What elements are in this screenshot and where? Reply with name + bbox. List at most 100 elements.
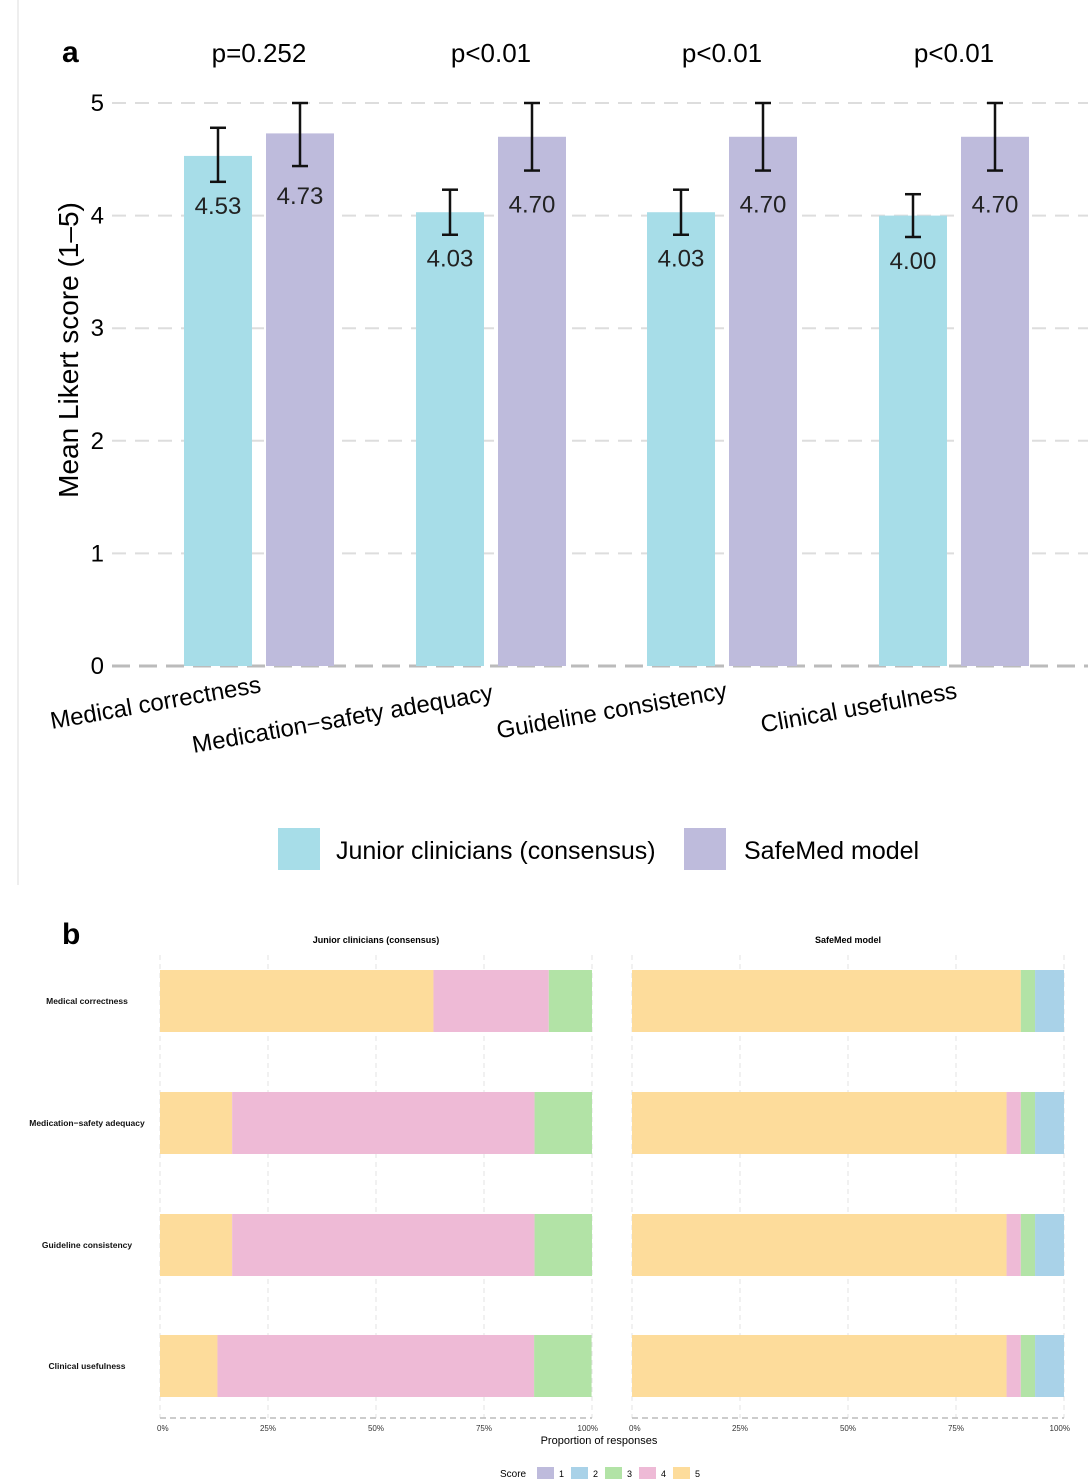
b-bar-seg-1-2-score3 xyxy=(1020,1214,1036,1276)
error-bar-safemed-1 xyxy=(524,101,540,172)
p-value-1: p<0.01 xyxy=(451,38,531,68)
b-x-tick-1-4: 100% xyxy=(1050,1424,1070,1433)
b-x-tick-0-1: 25% xyxy=(260,1424,276,1433)
b-category-labels: Medical correctness Medication−safety ade… xyxy=(29,996,145,1371)
error-bar-safemed-2 xyxy=(755,101,771,172)
x-tick-2: Guideline consistency xyxy=(494,677,729,744)
legend-swatch-junior xyxy=(278,828,320,870)
bar-safemed-2 xyxy=(729,136,797,666)
bar-junior-0 xyxy=(184,155,252,666)
y-tick-0: 0 xyxy=(91,653,104,680)
error-bar-junior-0 xyxy=(210,126,226,184)
b-legend-swatch-3 xyxy=(605,1467,622,1479)
error-bar-safemed-0 xyxy=(292,101,308,168)
b-x-tick-1-2: 50% xyxy=(840,1424,856,1433)
p-value-2: p<0.01 xyxy=(682,38,762,68)
legend-label-safemed: SafeMed model xyxy=(744,837,919,865)
legend-swatch-safemed xyxy=(684,828,726,870)
error-bar-safemed-3 xyxy=(987,101,1003,172)
b-bar-seg-0-3-score4 xyxy=(217,1335,535,1397)
b-legend-label-1: 1 xyxy=(559,1469,564,1479)
bar-junior-3 xyxy=(879,215,947,666)
b-x-tick-0-4: 100% xyxy=(578,1424,598,1433)
b-bar-seg-1-3-score4 xyxy=(1006,1335,1021,1397)
b-bar-seg-0-2-score3 xyxy=(534,1214,592,1276)
data-label-safemed-2: 4.70 xyxy=(740,192,787,219)
b-x-tick-1-0: 0% xyxy=(629,1424,641,1433)
b-legend-label-2: 2 xyxy=(593,1469,598,1479)
b-bar-seg-0-3-score3 xyxy=(534,1335,592,1397)
b-gridlines xyxy=(159,955,1065,1419)
b-bar-seg-0-3-score5 xyxy=(160,1335,218,1397)
b-x-tick-1-1: 25% xyxy=(732,1424,748,1433)
b-bar-seg-0-1-score4 xyxy=(232,1092,535,1154)
b-x-tick-1-3: 75% xyxy=(948,1424,964,1433)
b-bar-seg-1-3-score5 xyxy=(632,1335,1007,1397)
panel-a: a Mean Likert score (1–5) 0 1 2 3 4 5 4.53 4.0… xyxy=(17,0,1088,885)
data-label-safemed-1: 4.70 xyxy=(509,192,556,219)
panel-b-label: b xyxy=(62,918,80,951)
b-bar-seg-1-2-score4 xyxy=(1006,1214,1021,1276)
facet-title-safemed: SafeMed model xyxy=(815,935,881,945)
b-legend-title: Score xyxy=(500,1469,527,1480)
b-bar-seg-1-3-score3 xyxy=(1020,1335,1036,1397)
b-bar-seg-0-2-score5 xyxy=(160,1214,233,1276)
p-value-labels: p=0.252 p<0.01 p<0.01 p<0.01 xyxy=(212,38,994,68)
data-label-junior-3: 4.00 xyxy=(890,248,937,275)
b-category-label-2: Guideline consistency xyxy=(42,1240,132,1250)
b-bar-seg-0-0-score3 xyxy=(548,970,592,1032)
bar-junior-1 xyxy=(416,212,484,667)
b-bar-seg-1-1-score2 xyxy=(1035,1092,1064,1154)
data-label-safemed-3: 4.70 xyxy=(972,192,1019,219)
y-tick-labels: 0 1 2 3 4 5 xyxy=(91,90,104,680)
legend: Junior clinicians (consensus) SafeMed mo… xyxy=(278,828,919,870)
b-category-label-3: Clinical usefulness xyxy=(49,1361,126,1371)
y-tick-1: 1 xyxy=(91,540,104,567)
b-stacked-bars xyxy=(160,970,1064,1397)
error-bars xyxy=(210,101,1003,239)
b-category-label-0: Medical correctness xyxy=(46,996,128,1006)
b-bar-seg-0-1-score3 xyxy=(534,1092,592,1154)
b-bar-seg-1-0-score2 xyxy=(1035,970,1064,1032)
data-label-junior-1: 4.03 xyxy=(427,246,474,273)
b-legend: Score 1 2 3 4 5 xyxy=(500,1467,700,1480)
bar-safemed-1 xyxy=(498,136,566,666)
b-x-axis-label: Proportion of responses xyxy=(541,1435,658,1447)
b-bar-seg-1-2-score2 xyxy=(1035,1214,1064,1276)
data-label-safemed-0: 4.73 xyxy=(277,183,324,210)
b-bar-seg-0-2-score4 xyxy=(232,1214,535,1276)
data-labels: 4.53 4.03 4.03 4.00 4.73 4.70 4.70 4.70 xyxy=(195,183,1019,275)
bar-safemed-3 xyxy=(961,136,1029,666)
b-x-tick-labels: 0% 25% 50% 75% 100% 0% 25% 50% 75% 100% xyxy=(157,1424,1070,1433)
y-axis-label: Mean Likert score (1–5) xyxy=(53,202,84,498)
bar-junior-2 xyxy=(647,212,715,667)
facet-title-junior: Junior clinicians (consensus) xyxy=(313,935,440,945)
b-legend-swatch-1 xyxy=(537,1467,554,1479)
b-bar-seg-1-1-score5 xyxy=(632,1092,1007,1154)
panel-a-label: a xyxy=(62,36,79,69)
error-bar-junior-2 xyxy=(673,188,689,236)
b-x-tick-0-2: 50% xyxy=(368,1424,384,1433)
b-legend-swatch-5 xyxy=(673,1467,690,1479)
error-bar-junior-1 xyxy=(442,188,458,236)
b-bar-seg-1-3-score2 xyxy=(1035,1335,1064,1397)
x-tick-3: Clinical usefulness xyxy=(759,677,959,738)
b-legend-swatch-2 xyxy=(571,1467,588,1479)
b-bar-seg-0-0-score5 xyxy=(160,970,434,1032)
p-value-3: p<0.01 xyxy=(914,38,994,68)
b-bar-seg-1-0-score5 xyxy=(632,970,1021,1032)
b-category-label-1: Medication−safety adequacy xyxy=(29,1118,145,1128)
b-bar-seg-1-1-score3 xyxy=(1020,1092,1036,1154)
b-x-tick-0-3: 75% xyxy=(476,1424,492,1433)
panel-b: b Junior clinicians (consensus) SafeMed … xyxy=(29,918,1070,1480)
b-x-tick-0-0: 0% xyxy=(157,1424,169,1433)
b-legend-label-5: 5 xyxy=(695,1469,700,1479)
b-legend-label-4: 4 xyxy=(661,1469,666,1479)
legend-label-junior: Junior clinicians (consensus) xyxy=(336,837,656,865)
b-bar-seg-1-0-score3 xyxy=(1020,970,1036,1032)
b-bar-seg-0-1-score5 xyxy=(160,1092,233,1154)
bar-safemed-0 xyxy=(266,133,334,667)
y-tick-2: 2 xyxy=(91,428,104,455)
b-legend-label-3: 3 xyxy=(627,1469,632,1479)
